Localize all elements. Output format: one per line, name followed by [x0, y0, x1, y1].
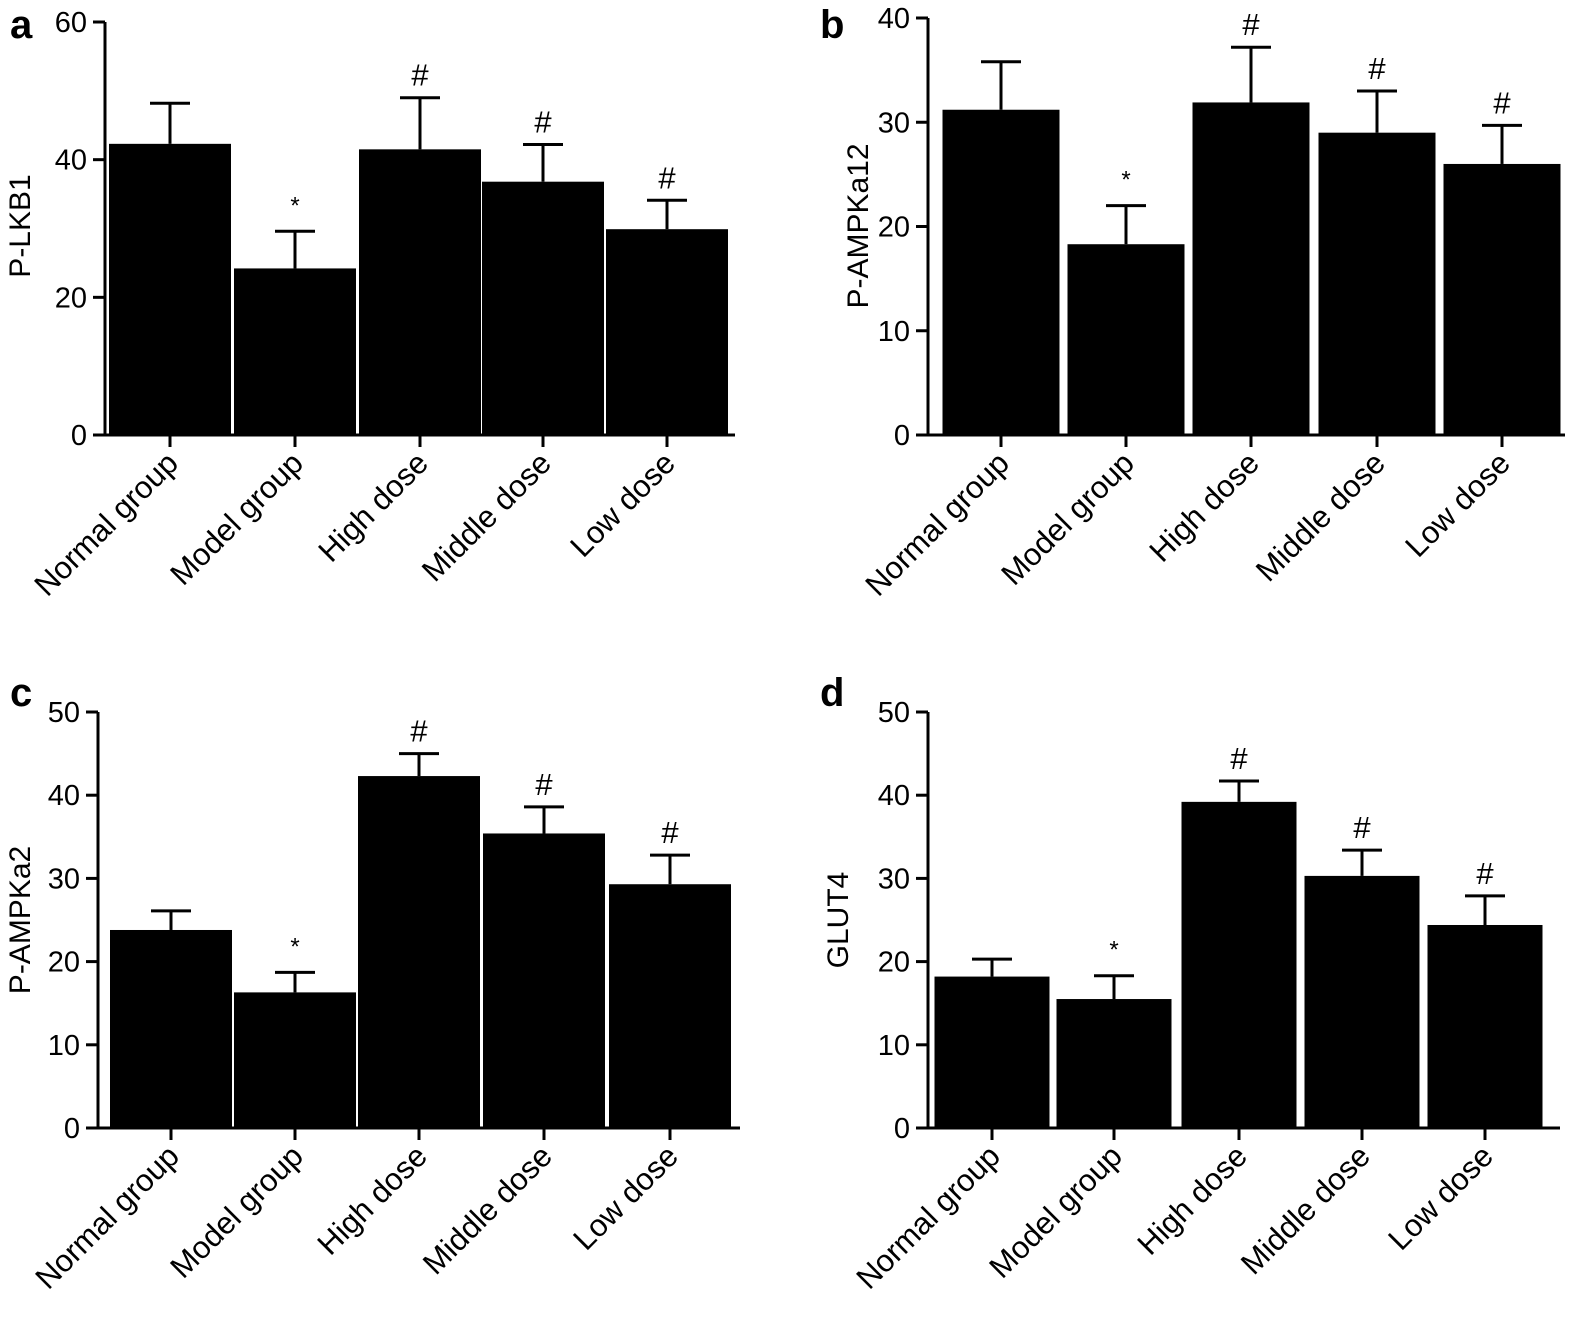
panel-b-significance-marker: # [1368, 51, 1386, 86]
panel-c-category-label: Middle dose [416, 1138, 559, 1281]
panel-b-y-tick-label: 10 [878, 316, 910, 348]
panel-c-bar [358, 776, 480, 1128]
panel-b-category-label: Low dose [1398, 445, 1517, 564]
panel-b-y-tick-label: 40 [878, 3, 910, 35]
panel-d-category-label: Middle dose [1234, 1138, 1377, 1281]
panel-b-bar [1318, 132, 1436, 436]
panel-c-bar [483, 833, 605, 1128]
panel-a-y-tick-label: 20 [55, 282, 87, 314]
panel-d-letter: d [820, 671, 844, 715]
panel-a-category-label: Model group [163, 445, 310, 592]
panel-c-y-tick-label: 40 [48, 780, 80, 812]
panel-a-bar [482, 181, 604, 435]
panel-b-y-tick-label: 0 [894, 420, 910, 452]
panel-b-category-label: High dose [1142, 445, 1265, 568]
panel-d-bar [1304, 875, 1420, 1128]
panel-a-category-label: High dose [311, 445, 434, 568]
panel-d-category-label: Low dose [1381, 1138, 1500, 1257]
panel-d-plot: 0 10 20 30 40 50 Normal group * Model group # High… [849, 697, 1560, 1296]
panel-c-y-tick-label: 20 [48, 947, 80, 979]
panel-a-y-tick-label: 0 [71, 420, 87, 452]
panel-b-bar [1443, 163, 1561, 435]
panel-d-category-label: Normal group [849, 1138, 1007, 1296]
panel-d-y-axis-title: GLUT4 [822, 872, 855, 969]
panel-a-bar [359, 149, 481, 435]
panel-d-y-tick-label: 10 [878, 1030, 910, 1062]
panel-a-y-tick-label: 40 [55, 145, 87, 177]
panel-c-letter: c [10, 671, 32, 715]
panel-a-y-axis-title: P-LKB1 [4, 174, 37, 277]
panel-b-category-label: Model group [994, 445, 1141, 592]
panel-d: d GLUT4 0 10 20 30 40 50 Normal group * Model gr… [820, 671, 1560, 1296]
panel-c-y-tick-label: 50 [48, 697, 80, 729]
panel-c: c P-AMPKa2 0 10 20 30 40 50 Normal group * Model… [4, 671, 740, 1296]
panel-c-significance-marker: # [535, 767, 553, 802]
panel-c-plot: 0 10 20 30 40 50 Normal group * Model group # High… [28, 697, 740, 1296]
panel-d-significance-marker: # [1230, 741, 1248, 776]
panel-b-bar [942, 109, 1060, 436]
panel-d-significance-marker: # [1353, 810, 1371, 845]
panel-b-plot: 0 10 20 30 40 Normal group * Model group # High d… [858, 3, 1565, 603]
panel-a: a P-LKB1 0 20 40 60 Normal group * Model group… [4, 3, 735, 603]
panel-b-y-tick-label: 20 [878, 212, 910, 244]
panel-b-bar [1067, 244, 1185, 435]
panel-b-significance-marker: * [1121, 167, 1130, 194]
panel-c-category-label: Model group [163, 1138, 310, 1285]
panel-b-y-tick-label: 30 [878, 107, 910, 139]
panel-c-y-tick-label: 0 [64, 1113, 80, 1145]
panel-a-plot: 0 20 40 60 Normal group * Model group # High dos… [27, 7, 735, 603]
panel-d-category-label: Model group [982, 1138, 1129, 1285]
panel-b: b P-AMPKa12 0 10 20 30 40 Normal group * Model … [820, 3, 1565, 603]
panel-c-y-axis-title: P-AMPKa2 [4, 846, 37, 994]
panel-c-category-label: High dose [310, 1138, 433, 1261]
panel-a-significance-marker: # [658, 160, 676, 195]
panel-b-y-axis-title: P-AMPKa12 [842, 143, 875, 308]
panel-d-category-label: High dose [1130, 1138, 1253, 1261]
panel-d-bar [1427, 924, 1543, 1128]
panel-d-y-tick-label: 0 [894, 1113, 910, 1145]
panel-c-significance-marker: * [290, 933, 299, 960]
panel-d-bar [934, 976, 1050, 1128]
panel-d-bar [1056, 999, 1172, 1128]
panel-d-y-tick-label: 30 [878, 863, 910, 895]
panel-d-significance-marker: * [1109, 937, 1118, 964]
panel-c-bar [110, 929, 232, 1128]
panel-b-letter: b [820, 3, 844, 47]
panel-c-significance-marker: # [661, 815, 679, 850]
panel-c-y-tick-label: 30 [48, 863, 80, 895]
panel-d-y-tick-label: 50 [878, 697, 910, 729]
panel-a-bar [234, 268, 356, 435]
panel-c-category-label: Low dose [566, 1138, 685, 1257]
panel-a-category-label: Low dose [563, 445, 682, 564]
panel-a-y-tick-label: 60 [55, 7, 87, 39]
panel-b-significance-marker: # [1493, 85, 1511, 120]
panel-a-significance-marker: # [411, 58, 429, 93]
panel-b-category-label: Normal group [858, 445, 1016, 603]
panel-a-category-label: Normal group [27, 445, 185, 603]
panel-a-bar [606, 229, 728, 435]
panel-a-bar [109, 143, 231, 435]
panel-d-y-tick-label: 20 [878, 947, 910, 979]
panel-d-bar [1181, 801, 1297, 1128]
panel-c-bar [234, 992, 356, 1128]
panel-d-y-tick-label: 40 [878, 780, 910, 812]
panel-c-significance-marker: # [410, 714, 428, 749]
panel-a-significance-marker: * [290, 192, 299, 219]
panel-c-y-tick-label: 10 [48, 1030, 80, 1062]
panel-b-significance-marker: # [1242, 7, 1260, 42]
panel-a-significance-marker: # [534, 105, 552, 140]
panel-a-letter: a [10, 3, 33, 47]
panel-c-bar [609, 884, 731, 1128]
panel-b-bar [1192, 102, 1310, 435]
panel-a-category-label: Middle dose [415, 445, 558, 588]
panel-d-significance-marker: # [1476, 856, 1494, 891]
panel-b-category-label: Middle dose [1249, 445, 1392, 588]
panel-c-category-label: Normal group [28, 1138, 186, 1296]
